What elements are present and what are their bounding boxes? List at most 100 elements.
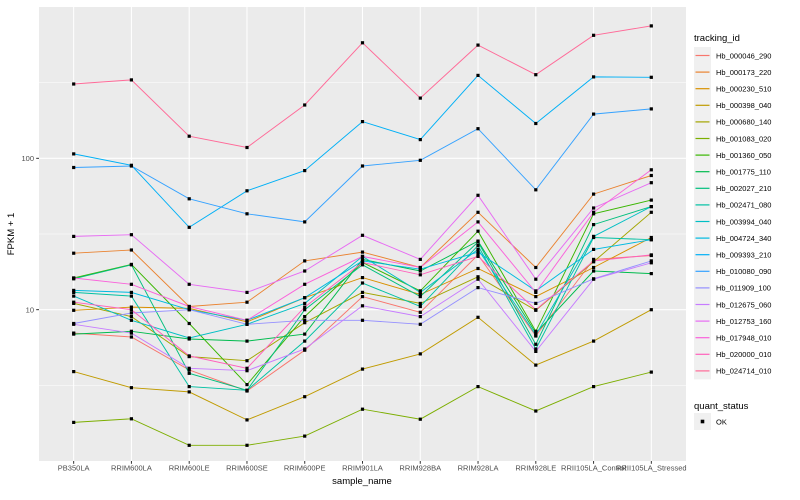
data-point <box>534 121 538 126</box>
data-point <box>245 212 249 216</box>
data-point <box>72 294 76 298</box>
data-point <box>476 229 480 233</box>
legend-label: Hb_000230_510 <box>716 85 771 94</box>
quant-status-point-icon <box>700 419 705 424</box>
data-point <box>187 443 191 447</box>
data-point <box>360 367 365 371</box>
data-point <box>592 385 596 389</box>
data-point <box>129 164 133 168</box>
legend-entry: Hb_011909_100 <box>694 279 771 297</box>
data-point <box>303 296 307 300</box>
data-point <box>418 292 422 297</box>
legend-label: Hb_003994_040 <box>716 217 771 226</box>
data-point <box>303 347 307 351</box>
x-axis-title: sample_name <box>332 476 392 487</box>
data-point <box>245 383 249 387</box>
data-point <box>476 244 480 248</box>
data-point <box>303 434 307 438</box>
data-point <box>534 277 538 281</box>
data-point <box>418 269 422 273</box>
data-point <box>360 295 365 299</box>
data-point <box>476 385 480 389</box>
data-point <box>534 295 538 299</box>
x-tick-label: RRIM928LE <box>515 464 556 473</box>
data-point <box>592 277 596 281</box>
legend-status-label: OK <box>716 417 727 426</box>
data-point <box>649 259 653 263</box>
legend-entry: Hb_000680_140 <box>694 113 771 131</box>
data-point <box>187 282 191 286</box>
data-point <box>129 78 133 82</box>
data-point <box>649 235 653 240</box>
data-point <box>245 443 249 447</box>
legend-entry: Hb_010080_090 <box>694 262 771 280</box>
legend-label: Hb_000398_040 <box>716 101 771 110</box>
data-point <box>418 290 422 294</box>
data-point <box>476 210 480 214</box>
x-tick-label: RRIM600PE <box>284 464 326 473</box>
data-point <box>129 248 133 252</box>
data-point <box>418 310 422 314</box>
x-tick-label: RRIM600LE <box>169 464 210 473</box>
x-tick-label: RRII105LA_Stressed <box>616 464 686 473</box>
data-point <box>129 308 133 312</box>
legend-label: Hb_020000_010 <box>716 350 771 359</box>
data-point <box>187 225 191 229</box>
data-point <box>418 352 422 356</box>
data-point <box>187 134 191 138</box>
x-tick-label: RRIM928LA <box>458 464 499 473</box>
legend-entry: Hb_020000_010 <box>694 345 771 363</box>
data-point <box>592 269 596 273</box>
data-point <box>592 192 596 196</box>
data-point <box>303 220 307 224</box>
data-point <box>649 198 653 202</box>
data-point <box>129 315 133 319</box>
legend-entry: Hb_017948_010 <box>694 329 771 347</box>
legend-label: Hb_012675_060 <box>716 300 771 309</box>
legend-entry: Hb_012753_160 <box>694 312 771 330</box>
y-tick-label: 100 <box>21 154 34 163</box>
x-tick-label: RRIM901LA <box>342 464 383 473</box>
legend-entry: Hb_000046_290 <box>694 47 771 64</box>
data-point <box>72 308 76 312</box>
legend-entries: Hb_000046_290 Hb_000173_220 Hb_000230_510 H… <box>694 47 771 380</box>
data-point <box>129 294 133 298</box>
y-axis-title: FPKM + 1 <box>6 213 17 256</box>
data-point <box>534 363 538 367</box>
data-point <box>649 308 653 312</box>
data-point <box>649 181 653 185</box>
data-point <box>129 331 133 335</box>
data-point <box>303 103 307 107</box>
data-point <box>72 152 76 156</box>
data-point <box>360 304 365 308</box>
data-point <box>476 315 480 319</box>
data-point <box>476 220 480 224</box>
data-point <box>245 322 249 326</box>
data-point <box>187 371 191 375</box>
data-point <box>72 82 76 86</box>
data-point <box>649 210 653 214</box>
data-point <box>245 418 249 422</box>
data-point <box>187 390 191 394</box>
data-point <box>245 339 249 343</box>
legend-label: Hb_002471_080 <box>716 201 771 210</box>
legend-entry: Hb_024714_010 <box>694 362 771 380</box>
data-point <box>649 253 653 257</box>
data-point <box>303 395 307 399</box>
data-point <box>129 290 133 294</box>
data-point <box>129 282 133 286</box>
legend-label: Hb_001360_050 <box>716 151 771 160</box>
data-point <box>72 332 76 336</box>
data-point <box>187 366 191 370</box>
x-tick-label: RRIM928BA <box>399 464 441 473</box>
data-point <box>418 158 422 162</box>
data-point <box>129 335 133 339</box>
legend-entry: Hb_002471_080 <box>694 196 771 214</box>
axis-tick-labels: PB350LA RRIM600LA RRIM600LE RRIM600SE RRIM60… <box>21 154 686 473</box>
data-point <box>534 188 538 192</box>
legend-label: Hb_000173_220 <box>716 68 771 77</box>
x-tick-label: PB350LA <box>58 464 90 473</box>
data-point <box>303 318 307 322</box>
data-point <box>187 197 191 201</box>
data-point <box>649 173 653 178</box>
